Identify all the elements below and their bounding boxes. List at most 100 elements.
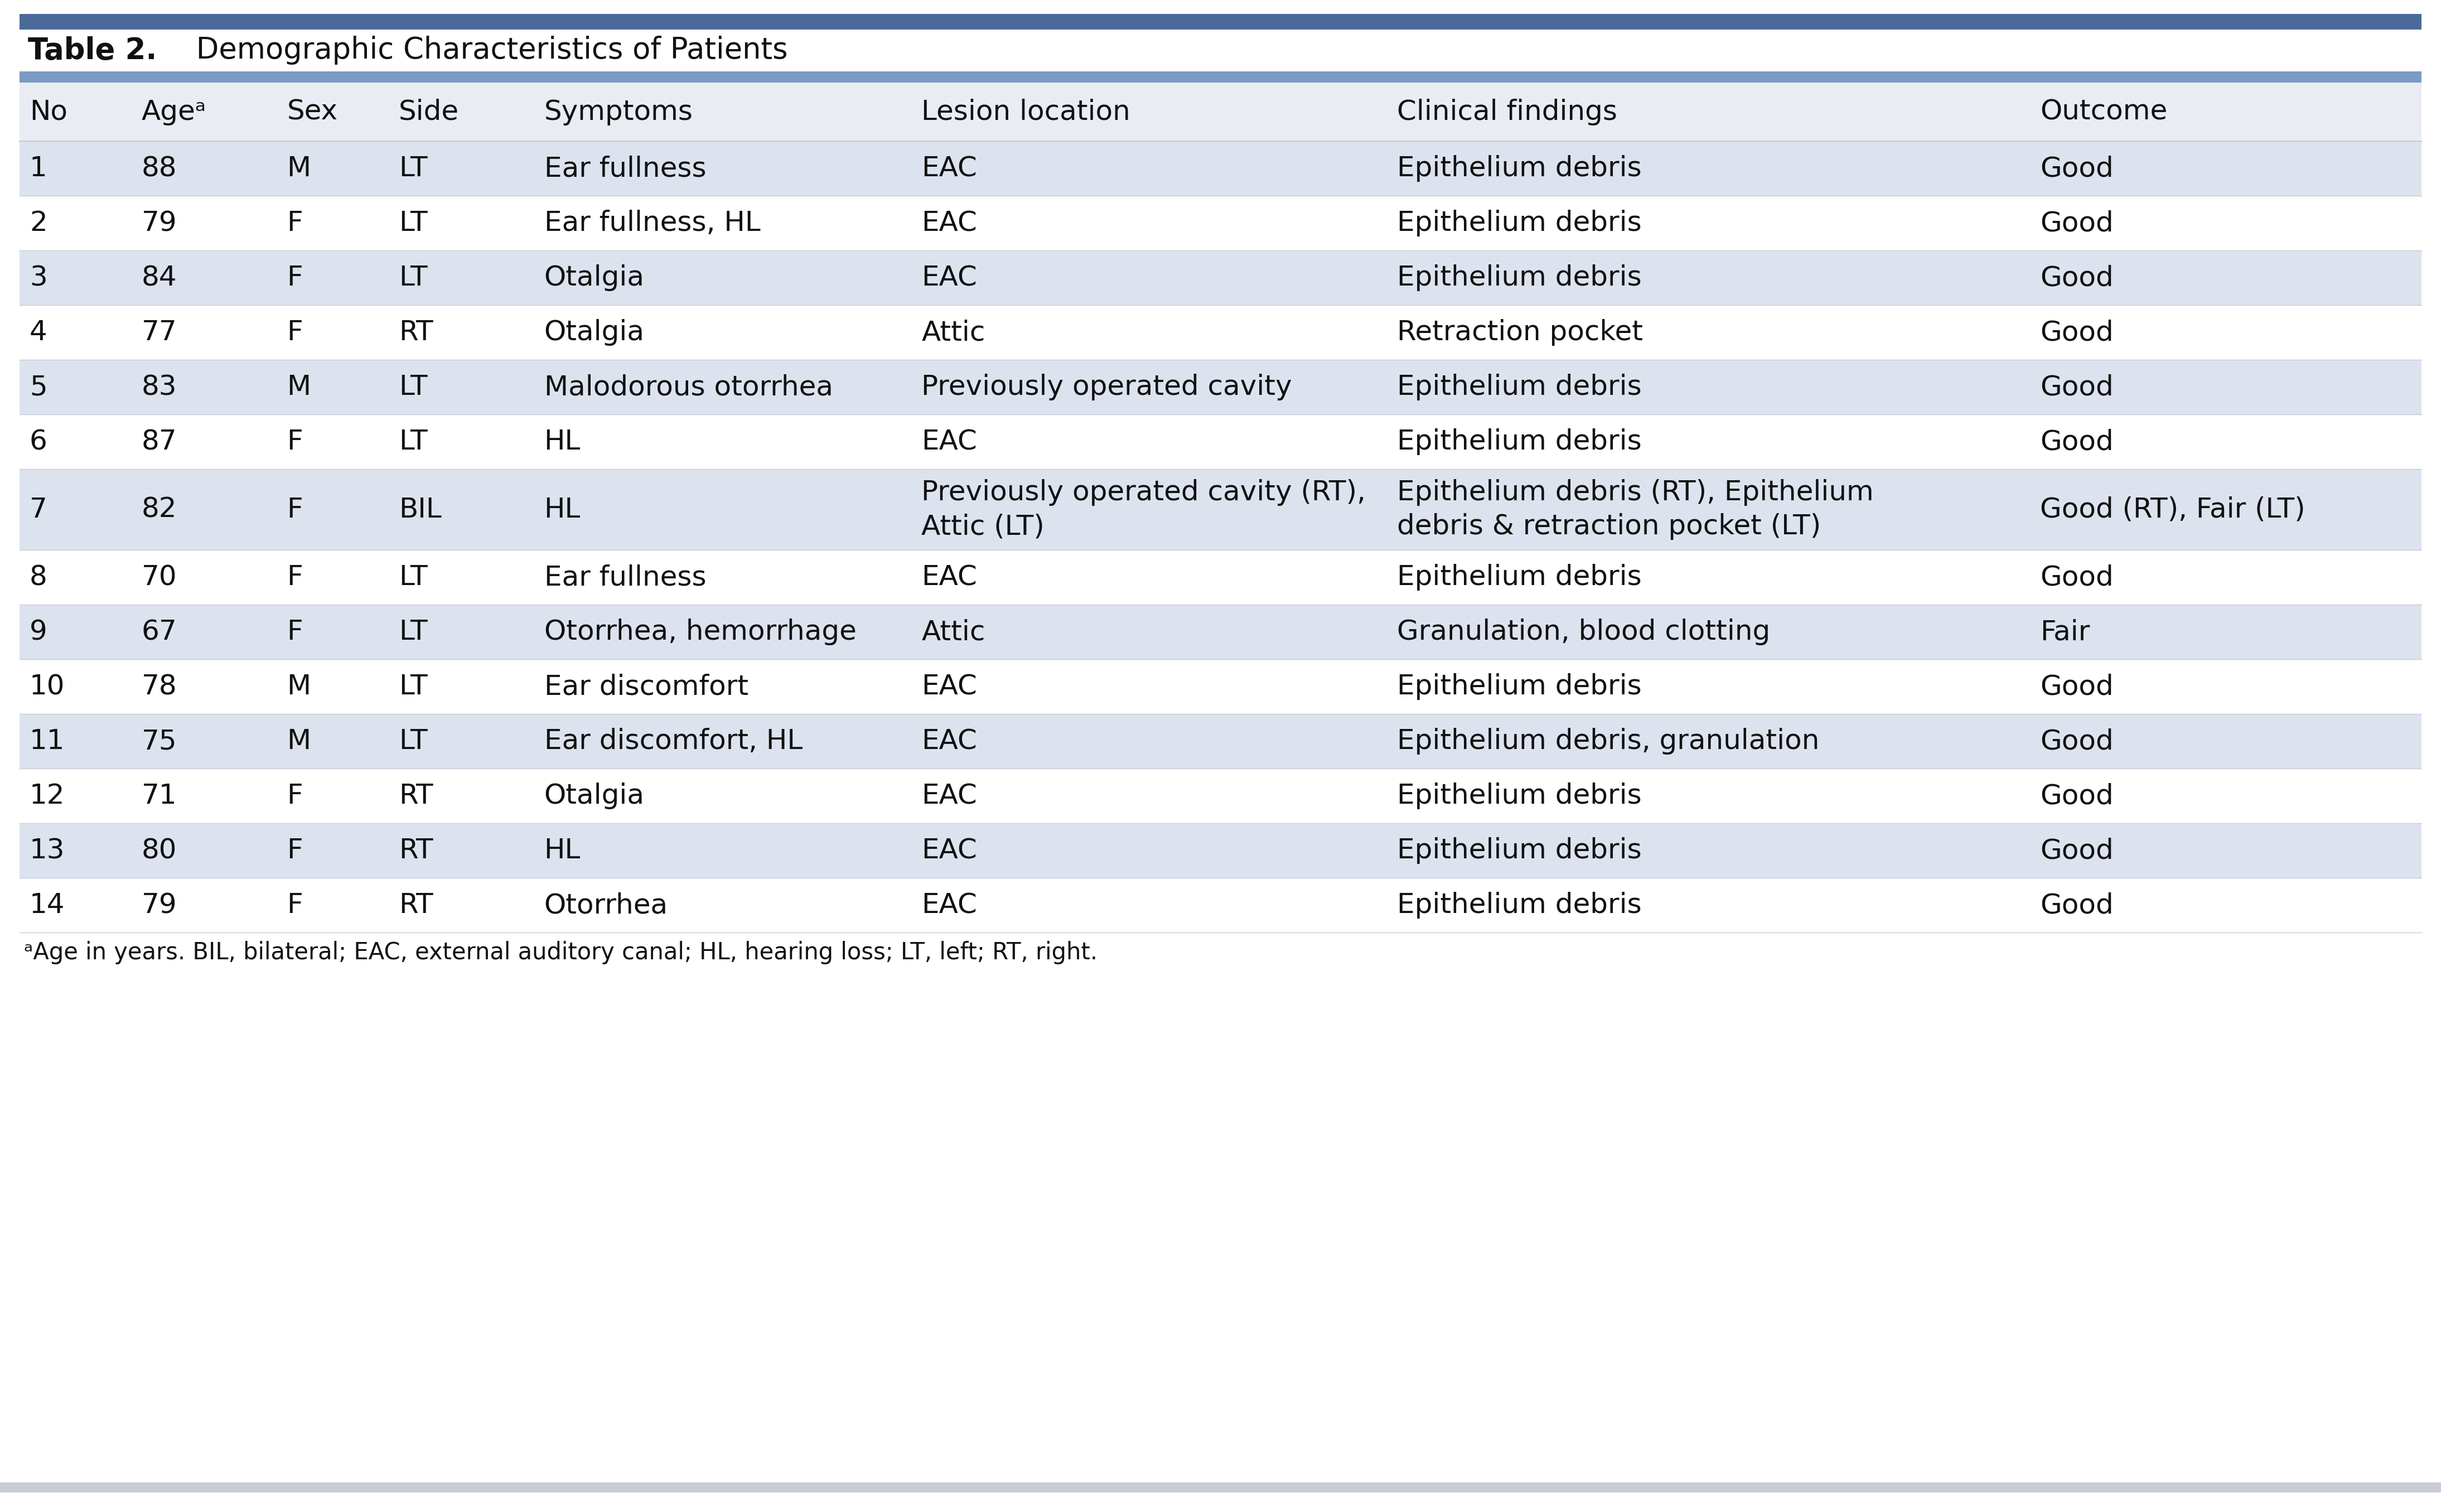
Text: F: F <box>286 210 303 236</box>
Text: F: F <box>286 496 303 523</box>
Text: 13: 13 <box>29 838 66 863</box>
Text: 1: 1 <box>29 156 46 181</box>
Text: F: F <box>286 265 303 292</box>
Text: 3: 3 <box>29 265 46 292</box>
Text: Malodorous otorrhea: Malodorous otorrhea <box>544 373 832 401</box>
Bar <box>20 714 2421 768</box>
Text: Otalgia: Otalgia <box>544 783 644 809</box>
Text: EAC: EAC <box>923 265 976 292</box>
Text: Good: Good <box>2041 783 2114 809</box>
Text: 10: 10 <box>29 673 66 700</box>
Text: F: F <box>286 319 303 346</box>
Text: F: F <box>286 783 303 809</box>
Text: 79: 79 <box>142 892 176 919</box>
Text: 2: 2 <box>29 210 46 236</box>
Text: Outcome: Outcome <box>2041 98 2168 125</box>
Bar <box>20 659 2421 714</box>
Text: 12: 12 <box>29 783 66 809</box>
Text: HL: HL <box>544 838 581 863</box>
Text: Epithelium debris, granulation: Epithelium debris, granulation <box>1396 727 1819 754</box>
Bar <box>20 83 2421 141</box>
Text: EAC: EAC <box>923 673 976 700</box>
Text: 8: 8 <box>29 564 46 591</box>
Text: Good: Good <box>2041 210 2114 236</box>
Text: Epithelium debris: Epithelium debris <box>1396 673 1643 700</box>
Bar <box>20 878 2421 933</box>
Text: M: M <box>286 673 310 700</box>
Text: Otalgia: Otalgia <box>544 265 644 292</box>
Text: 71: 71 <box>142 783 176 809</box>
Text: BIL: BIL <box>398 496 442 523</box>
Bar <box>20 305 2421 360</box>
Text: LT: LT <box>398 265 427 292</box>
Text: 82: 82 <box>142 496 176 523</box>
Text: Side: Side <box>398 98 459 125</box>
Text: Epithelium debris: Epithelium debris <box>1396 373 1643 401</box>
Text: Good: Good <box>2041 319 2114 346</box>
Text: M: M <box>286 373 310 401</box>
Text: Ear fullness, HL: Ear fullness, HL <box>544 210 759 236</box>
Text: LT: LT <box>398 373 427 401</box>
Text: HL: HL <box>544 428 581 455</box>
Text: 70: 70 <box>142 564 176 591</box>
Text: Good: Good <box>2041 727 2114 754</box>
Text: Demographic Characteristics of Patients: Demographic Characteristics of Patients <box>188 36 788 65</box>
Text: Attic: Attic <box>923 319 986 346</box>
Bar <box>20 360 2421 414</box>
Text: Granulation, blood clotting: Granulation, blood clotting <box>1396 618 1770 646</box>
Text: HL: HL <box>544 496 581 523</box>
Bar <box>20 605 2421 659</box>
Text: Good: Good <box>2041 428 2114 455</box>
Text: Ear fullness: Ear fullness <box>544 156 705 181</box>
Text: 77: 77 <box>142 319 176 346</box>
Text: 4: 4 <box>29 319 46 346</box>
Text: EAC: EAC <box>923 727 976 754</box>
Text: 9: 9 <box>29 618 46 646</box>
Text: F: F <box>286 618 303 646</box>
Text: Good: Good <box>2041 373 2114 401</box>
Text: 78: 78 <box>142 673 176 700</box>
Text: Good: Good <box>2041 673 2114 700</box>
Text: EAC: EAC <box>923 156 976 181</box>
Text: 80: 80 <box>142 838 176 863</box>
Text: 5: 5 <box>29 373 46 401</box>
Text: Fair: Fair <box>2041 618 2089 646</box>
Text: Previously operated cavity: Previously operated cavity <box>923 373 1291 401</box>
Text: EAC: EAC <box>923 892 976 919</box>
Text: EAC: EAC <box>923 838 976 863</box>
Text: Epithelium debris: Epithelium debris <box>1396 265 1643 292</box>
Text: 7: 7 <box>29 496 46 523</box>
Text: LT: LT <box>398 618 427 646</box>
Text: Previously operated cavity (RT),
Attic (LT): Previously operated cavity (RT), Attic (… <box>923 479 1367 540</box>
Text: 75: 75 <box>142 727 176 754</box>
Text: 67: 67 <box>142 618 176 646</box>
Bar <box>20 768 2421 823</box>
Text: M: M <box>286 727 310 754</box>
Text: Good: Good <box>2041 892 2114 919</box>
Bar <box>20 469 2421 550</box>
Text: Good: Good <box>2041 156 2114 181</box>
Text: 79: 79 <box>142 210 176 236</box>
Text: Table 2.: Table 2. <box>27 36 156 65</box>
Text: Good: Good <box>2041 838 2114 863</box>
Text: Epithelium debris: Epithelium debris <box>1396 783 1643 809</box>
Bar <box>20 195 2421 251</box>
Bar <box>20 550 2421 605</box>
Text: Epithelium debris (RT), Epithelium
debris & retraction pocket (LT): Epithelium debris (RT), Epithelium debri… <box>1396 479 1875 540</box>
Text: 6: 6 <box>29 428 46 455</box>
Text: F: F <box>286 564 303 591</box>
Text: Otorrhea: Otorrhea <box>544 892 669 919</box>
Text: Ear discomfort, HL: Ear discomfort, HL <box>544 727 803 754</box>
Bar <box>20 14 2421 30</box>
Text: 11: 11 <box>29 727 66 754</box>
Text: 14: 14 <box>29 892 66 919</box>
Bar <box>0 1482 2441 1492</box>
Text: Otorrhea, hemorrhage: Otorrhea, hemorrhage <box>544 618 857 646</box>
Text: No: No <box>29 98 68 125</box>
Text: ᵃAge in years. BIL, bilateral; EAC, external auditory canal; HL, hearing loss; L: ᵃAge in years. BIL, bilateral; EAC, exte… <box>24 940 1098 965</box>
Text: Epithelium debris: Epithelium debris <box>1396 838 1643 863</box>
Text: F: F <box>286 892 303 919</box>
Text: 83: 83 <box>142 373 176 401</box>
Text: Epithelium debris: Epithelium debris <box>1396 156 1643 181</box>
Bar <box>20 414 2421 469</box>
